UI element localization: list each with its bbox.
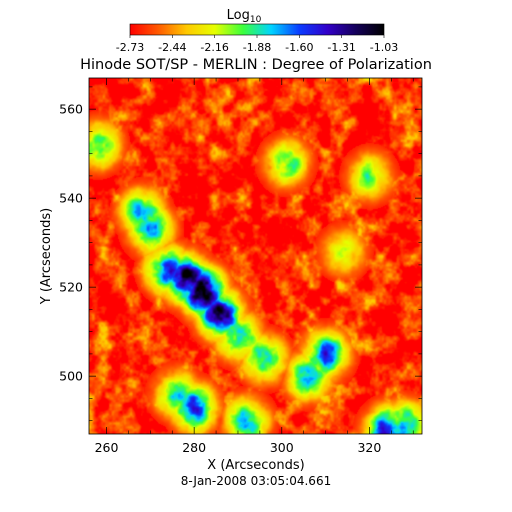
- x-tick-label: 260: [95, 440, 119, 455]
- y-axis: 500 520 540 560: [59, 86, 422, 421]
- colorbar-ramp: [129, 23, 385, 36]
- x-tick-label: 300: [270, 440, 294, 455]
- colorbar-tick-label: -2.44: [158, 41, 186, 54]
- y-tick-label: 500: [59, 369, 83, 384]
- y-tick-label: 520: [59, 280, 83, 295]
- colorbar-tick-label: -1.03: [370, 41, 398, 54]
- colorbar-tick-label: -2.73: [116, 41, 144, 54]
- y-axis-label: Y (Arcseconds): [39, 208, 54, 305]
- colorbar-tick-label: -1.60: [285, 41, 313, 54]
- colorbar-tick-label: -1.31: [327, 41, 355, 54]
- x-axis: 260 280 300 320: [95, 78, 414, 455]
- y-tick-label: 560: [59, 102, 83, 117]
- colorbar: Log10 -2.73 -2.44 -2.16 -1.88 -1.60 -1.31 -1.0…: [116, 8, 398, 54]
- x-axis-label: X (Arcseconds): [207, 458, 304, 473]
- colorbar-tick-label: -2.16: [200, 41, 228, 54]
- chart-title: Hinode SOT/SP - MERLIN : Degree of Polar…: [80, 57, 432, 73]
- plot-frame: [88, 77, 423, 435]
- x-tick-label: 280: [182, 440, 206, 455]
- x-tick-label: 320: [357, 440, 381, 455]
- colorbar-title: Log10: [227, 8, 262, 25]
- colorbar-tick-label: -1.88: [243, 41, 271, 54]
- y-tick-label: 540: [59, 191, 83, 206]
- heatmap-image: [89, 78, 422, 434]
- colorbar-ticks: -2.73 -2.44 -2.16 -1.88 -1.60 -1.31 -1.03: [116, 35, 398, 54]
- footer-timestamp: 8-Jan-2008 03:05:04.661: [181, 474, 331, 488]
